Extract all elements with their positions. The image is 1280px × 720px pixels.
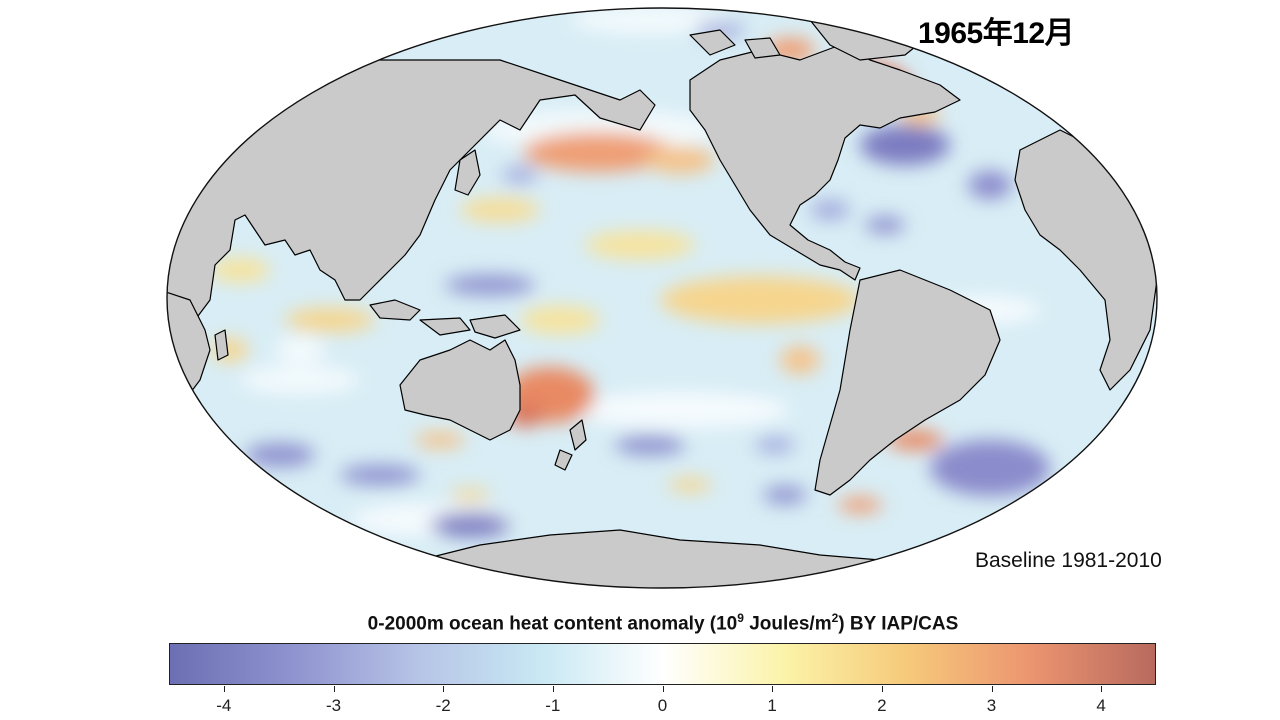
baseline-note: Baseline 1981-2010: [975, 549, 1162, 572]
colorbar-tick-label: -2: [435, 696, 451, 715]
colorbar-tick-mark: [881, 686, 883, 692]
date-title: 1965年12月: [918, 17, 1075, 50]
colorbar-tick-label: -1: [545, 696, 561, 715]
equatorial-pacific-warm: [660, 276, 860, 324]
colorbar-title-unit-exponent: 2: [831, 611, 839, 625]
colorbar-gradient: [170, 644, 1155, 684]
colorbar-title-source: ) BY IAP/CAS: [838, 613, 959, 635]
colorbar-tick-label: -4: [216, 696, 232, 715]
southern-ocean-cold: [430, 513, 510, 537]
northwest-atlantic-cold: [860, 125, 950, 165]
colorbar-tick-label: 2: [877, 696, 887, 715]
south-atlantic-cold: [930, 440, 1050, 496]
colorbar-title: 0-2000m ocean heat content anomaly (109 …: [0, 611, 1280, 635]
colorbar-title-unit: Joules/m: [743, 613, 832, 635]
colorbar-tick-mark: [333, 686, 335, 692]
globe-outline: [166, 7, 1158, 589]
colorbar-title-exponent: 9: [737, 611, 744, 625]
colorbar-tick-mark: [552, 686, 554, 692]
anomaly-field: [210, 8, 1050, 537]
colorbar-tick-label: 4: [1096, 696, 1106, 715]
colorbar-title-main: 0-2000m ocean heat content anomaly (10: [367, 613, 738, 635]
colorbar-tick-label: 0: [657, 696, 668, 715]
colorbar: [169, 643, 1156, 685]
colorbar-tick-mark: [443, 686, 445, 692]
colorbar-tick-mark: [991, 686, 993, 692]
colorbar-tick-mark: [223, 686, 225, 692]
north-pacific-warm: [523, 132, 673, 172]
colorbar-tick-label: -3: [325, 696, 342, 715]
colorbar-tick-label: 3: [986, 696, 997, 715]
colorbar-tick-mark: [772, 686, 774, 692]
colorbar-tick-mark: [1101, 686, 1103, 692]
colorbar-tick-mark: [662, 686, 664, 692]
colorbar-tick-label: 1: [767, 696, 777, 715]
globe: [167, 8, 1157, 588]
